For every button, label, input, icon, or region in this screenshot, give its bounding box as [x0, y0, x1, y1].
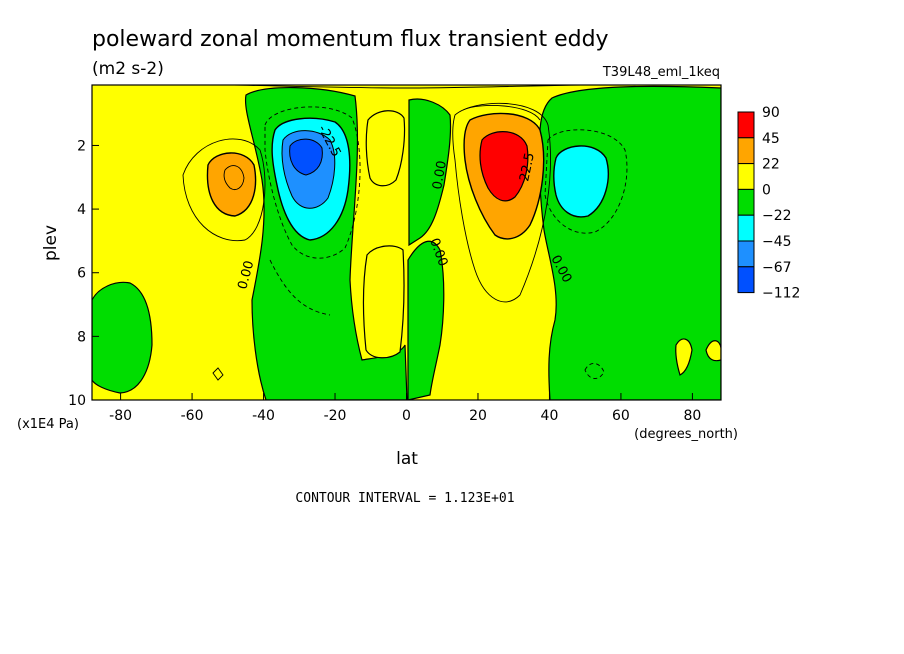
island-positive-north — [675, 338, 693, 376]
contour-line — [92, 85, 721, 89]
colorbar-label: −22 — [762, 208, 792, 224]
colorbar-label: −112 — [762, 286, 800, 302]
contour-label: 0.00 — [235, 259, 257, 291]
colorbar-label: 0 — [762, 182, 771, 198]
island-positive-edge — [705, 340, 721, 362]
contour-line — [452, 102, 551, 303]
contour-line — [212, 367, 224, 381]
region-northern-negative — [538, 85, 721, 400]
y-tick-label: 8 — [77, 329, 86, 345]
region-orange-south — [206, 152, 257, 217]
contour-line — [462, 105, 541, 121]
region-blue-south — [289, 138, 323, 176]
region-cyan-north — [553, 145, 609, 218]
x-tick-label: -60 — [181, 408, 204, 424]
colorbar-swatch — [737, 137, 755, 165]
region-center-lower-negative — [407, 240, 445, 400]
region-center-negative — [408, 98, 452, 247]
colorbar-label: 90 — [762, 105, 780, 121]
x-tick-label: 20 — [469, 408, 487, 424]
y-axis-units: (x1E4 Pa) — [17, 417, 79, 432]
colorbar: 90 45 22 0 −22 −45 −67 −112 — [737, 105, 800, 302]
x-tick-label: -40 — [252, 408, 275, 424]
colorbar-label: 22 — [762, 157, 780, 173]
colorbar-swatch — [737, 214, 755, 242]
contour-line — [544, 129, 628, 234]
colorbar-label: 45 — [762, 131, 780, 147]
y-axis: 2 4 6 8 10 — [68, 138, 99, 409]
x-tick-label: 40 — [541, 408, 559, 424]
run-label: T39L48_eml_1keq — [602, 65, 720, 80]
filled-contours — [92, 85, 721, 400]
x-axis: -80 -60 -40 -20 0 20 40 60 80 — [109, 393, 701, 424]
y-tick-label: 2 — [77, 138, 86, 154]
negative-contour-lines — [264, 106, 628, 379]
colorbar-swatch — [737, 240, 755, 268]
x-tick-label: 60 — [612, 408, 630, 424]
y-tick-label: 4 — [77, 202, 86, 218]
y-tick-label: 6 — [77, 266, 86, 282]
units-label: (m2 s-2) — [92, 59, 164, 79]
contour-line — [182, 138, 266, 242]
colorbar-swatch — [737, 163, 755, 190]
colorbar-label: −45 — [762, 234, 792, 250]
x-axis-label: lat — [396, 449, 418, 469]
contour-line — [223, 165, 245, 190]
contour-label: 0.00 — [430, 160, 450, 191]
contour-lines — [92, 85, 721, 381]
contour-interval-text: CONTOUR INTERVAL = 1.123E+01 — [295, 491, 514, 506]
y-axis-label: plev — [41, 225, 61, 261]
contour-line — [269, 259, 331, 316]
plot-area: -22.5 22.5 0.00 0.00 0.00 0.00 -80 -60 -40… — [68, 84, 722, 424]
region-red-north — [479, 131, 529, 202]
x-tick-label: -80 — [109, 408, 132, 424]
colorbar-label: −67 — [762, 260, 792, 276]
x-tick-label: 0 — [402, 408, 411, 424]
y-tick-label: 10 — [68, 393, 86, 409]
island-positive-south — [365, 110, 406, 187]
region-southwest-negative — [92, 281, 153, 394]
x-tick-label: 80 — [683, 408, 701, 424]
x-tick-label: -20 — [324, 408, 347, 424]
contour-label: 22.5 — [517, 151, 538, 182]
contour-line — [584, 363, 605, 379]
colorbar-swatch — [737, 266, 755, 294]
x-axis-units: (degrees_north) — [634, 427, 738, 442]
contour-line — [264, 106, 361, 259]
island-positive-center — [362, 245, 405, 359]
colorbar-swatch — [737, 188, 755, 216]
chart-title: poleward zonal momentum flux transient e… — [92, 27, 609, 52]
colorbar-swatch — [737, 111, 755, 139]
